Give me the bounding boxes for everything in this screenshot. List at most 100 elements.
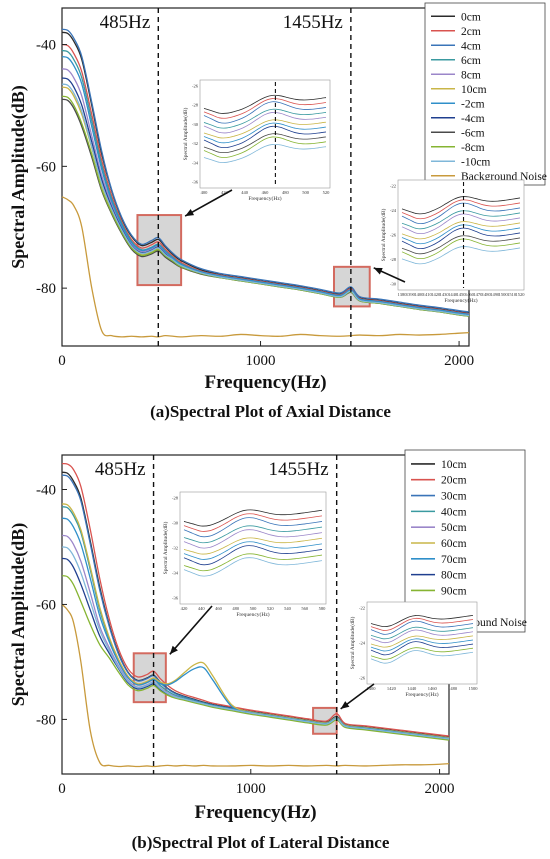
inset-x-tick-label: 1380 — [398, 292, 408, 297]
inset-series-line — [183, 537, 323, 555]
inset-series-line — [401, 224, 521, 245]
inset-y-tick-label: -24 — [359, 641, 366, 646]
inset-y-tick-label: -28 — [390, 257, 397, 262]
inset-series-line — [203, 98, 327, 119]
inset-x-tick-label: 460 — [262, 190, 270, 195]
x-tick-label: 2000 — [425, 781, 455, 797]
inset-series-line — [203, 101, 327, 124]
inset-series-line — [183, 541, 323, 560]
inset-y-tick-label: -30 — [390, 282, 397, 287]
inset-x-tick-label: 1400 — [367, 686, 377, 691]
inset-x-tick-label: 420 — [181, 606, 189, 611]
inset-x-tick-label: 1420 — [431, 292, 441, 297]
inset-y-tick-label: -32 — [172, 546, 178, 551]
inset-x-tick-label: 1460 — [428, 686, 438, 691]
x-tick-label: 1000 — [236, 781, 266, 797]
inset-series-line — [203, 111, 327, 134]
legend-label: 30cm — [441, 491, 467, 503]
legend-label: 90cm — [441, 585, 467, 597]
legend-label: 10cm — [441, 459, 467, 471]
series-line — [61, 603, 450, 768]
legend-label: -6cm — [461, 127, 485, 139]
legend-label: 2cm — [461, 26, 481, 38]
inset-series-line — [203, 119, 327, 139]
legend-label: 4cm — [461, 40, 481, 52]
y-tick-label: -80 — [36, 281, 56, 297]
chart-caption: (b)Spectral Plot of Lateral Distance — [132, 833, 390, 852]
zoom-arrow-head — [185, 208, 195, 217]
legend-label: -2cm — [461, 98, 485, 110]
inset-y-axis-label: Spectral Amplitude(dB) — [380, 208, 387, 261]
inset-series-line — [401, 221, 521, 240]
chart-caption: (a)Spectral Plot of Axial Distance — [150, 402, 391, 421]
legend-box — [424, 2, 546, 186]
inset-y-tick-label: -22 — [359, 606, 365, 611]
zoom-arrow-head — [169, 645, 178, 655]
inset-series-line — [370, 620, 474, 635]
inset-series-line — [401, 246, 521, 265]
series-line — [61, 28, 470, 313]
y-axis-label: Spectral Amplitude(dB) — [8, 85, 29, 269]
inset-y-tick-label: -36 — [192, 180, 199, 185]
inset-x-tick-label: 1510 — [507, 292, 517, 297]
inset-y-tick-label: -30 — [192, 122, 199, 127]
inset-plot: 420 440 460 480 500 520 540 560 580 -28 -30 -32 -34 -… — [162, 491, 327, 618]
x-tick-label: 0 — [58, 353, 66, 369]
inset-x-tick-label: 1440 — [407, 686, 417, 691]
inset-x-tick-label: 520 — [267, 606, 275, 611]
inset-y-axis-label: Spectral Amplitude(dB) — [162, 521, 169, 574]
y-tick-label: -40 — [36, 482, 56, 498]
legend-label: -8cm — [461, 142, 485, 154]
inset-series-line — [401, 213, 521, 235]
zoom-arrow-head — [373, 267, 383, 275]
inset-series-line — [370, 626, 474, 640]
inset-x-tick-label: 480 — [282, 190, 290, 195]
series-line — [61, 56, 470, 315]
inset-series-line — [370, 650, 474, 664]
inset-series-line — [370, 617, 474, 631]
inset-x-axis-label: Frequency(Hz) — [444, 297, 477, 304]
panel-a: 485Hz 1455Hz 0 1000 2000 -40 -60 -80 Frequency(H… — [8, 2, 547, 421]
legend-label: -10cm — [461, 156, 490, 168]
y-tick-label: -60 — [36, 159, 56, 175]
inset-y-tick-label: -34 — [172, 571, 179, 576]
inset-x-tick-label: 400 — [201, 190, 209, 195]
inset-x-tick-label: 1410 — [423, 292, 433, 297]
y-tick-label: -40 — [36, 38, 56, 54]
inset-series-line — [183, 557, 323, 577]
inset-x-tick-label: 1430 — [440, 292, 450, 297]
inset-x-tick-label: 1500 — [499, 292, 509, 297]
inset-y-tick-label: -26 — [192, 84, 199, 89]
legend-label: 80cm — [441, 570, 467, 582]
inset-series-line — [183, 545, 323, 566]
inset-y-tick-label: -26 — [359, 676, 366, 681]
series-line — [61, 83, 470, 317]
zoom-arrow — [169, 605, 213, 655]
inset-frame — [397, 179, 525, 291]
inset-x-tick-label: 1440 — [448, 292, 458, 297]
inset-x-tick-label: 1490 — [490, 292, 500, 297]
inset-series-line — [203, 133, 327, 154]
inset-x-tick-label: 1390 — [406, 292, 416, 297]
inset-series-line — [401, 199, 521, 220]
inset-plot: 1400 1420 1440 1460 1480 1500 -22 -24 -26 Frequen… — [349, 601, 479, 698]
inset-x-axis-label: Frequency(Hz) — [236, 611, 269, 618]
inset-y-tick-label: -36 — [172, 596, 179, 601]
legend-label: -4cm — [461, 113, 485, 125]
series-line — [61, 196, 470, 338]
inset-y-tick-label: -30 — [172, 521, 179, 526]
inset-y-tick-label: -32 — [192, 141, 198, 146]
legend-label: 0cm — [461, 11, 481, 23]
frequency-marker-label: 485Hz — [95, 459, 146, 480]
x-tick-label: 1000 — [246, 353, 276, 369]
legend-label: 10cm — [461, 84, 487, 96]
x-axis-label: Frequency(Hz) — [194, 802, 316, 823]
inset-series-line — [203, 94, 327, 114]
inset-x-tick-label: 520 — [323, 190, 331, 195]
inset-series-line — [203, 136, 327, 158]
x-tick-label: 0 — [58, 781, 66, 797]
inset-series-line — [401, 238, 521, 260]
inset-x-tick-label: 1500 — [469, 686, 479, 691]
inset-series-line — [401, 210, 521, 230]
